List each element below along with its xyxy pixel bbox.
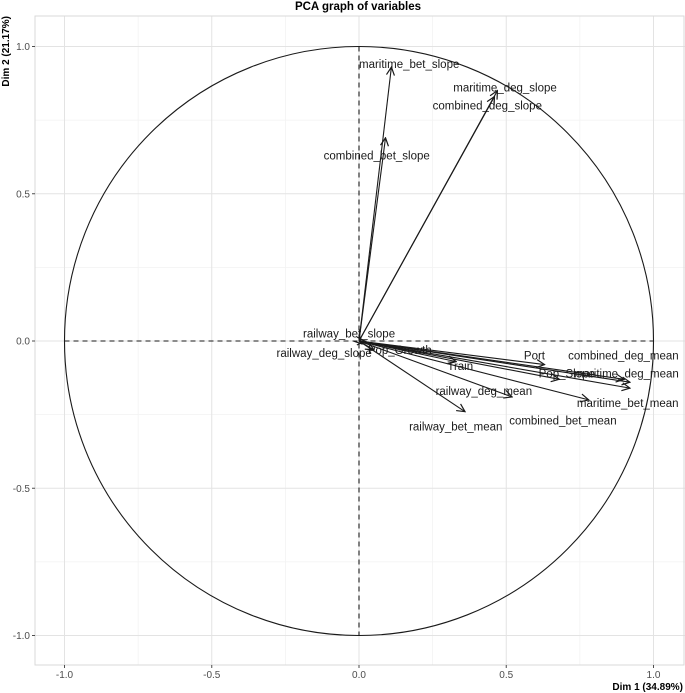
label-railway-bet-slope: railway_bet_slope	[303, 329, 395, 341]
label-maritime-deg-mean: maritime_deg_mean	[574, 368, 679, 380]
arrow-railway-deg-mean	[358, 340, 512, 397]
arrow-maritime-deg-mean	[358, 340, 630, 382]
arrow-maritime-bet-slope	[358, 67, 391, 342]
arrow-combined-bet-slope	[358, 138, 386, 342]
label-maritime-deg-slope: maritime_deg_slope	[453, 83, 557, 95]
x-tick-label: -0.5	[203, 670, 221, 681]
label-maritime-bet-mean: maritime_bet_mean	[577, 398, 679, 410]
axes: -1.0 -0.5 0.0 0.5 1.0 1.0 0.5 0.0 -0.5 -1.0	[13, 15, 685, 681]
x-tick-label: -1.0	[56, 670, 74, 681]
x-axis-title: Dim 1 (34.89%)	[612, 682, 683, 693]
arrow-maritime-bet-mean	[358, 340, 630, 388]
chart-title: PCA graph of variables	[295, 1, 421, 13]
x-tick-label: 0.5	[499, 670, 513, 681]
label-combined-deg-slope: combined_deg_slope	[433, 100, 542, 112]
label-train: Train	[447, 361, 473, 373]
label-combined-bet-slope: combined_bet_slope	[324, 150, 430, 162]
x-tick-label: 0.0	[352, 670, 366, 681]
y-tick-label: 0.5	[16, 189, 30, 200]
label-combined-deg-mean: combined_deg_mean	[568, 351, 679, 363]
label-maritime-bet-slope: maritime_bet_slope	[359, 59, 459, 71]
arrow-combined-bet-mean	[358, 340, 589, 400]
label-railway-deg-slope: railway_deg_slope	[277, 348, 372, 360]
y-tick-label: 1.0	[16, 42, 30, 53]
y-axis-title: Dim 2 (21.17%)	[1, 16, 12, 87]
label-railway-deg-mean: railway_deg_mean	[436, 386, 533, 398]
variable-labels: maritime_bet_slope maritime_deg_slopecomb…	[277, 59, 679, 433]
arrows	[359, 67, 630, 412]
arrow-railway-bet-mean	[358, 340, 465, 412]
y-tick-label: 0.0	[16, 337, 30, 348]
label-pop-slope: Pop_Slope	[539, 368, 595, 380]
label-port: Port	[524, 351, 546, 363]
x-tick-label: 1.0	[647, 670, 661, 681]
y-tick-label: -1.0	[13, 631, 31, 642]
label-combined-bet-mean: combined_bet_mean	[509, 416, 616, 428]
y-tick-label: -0.5	[13, 484, 31, 495]
arrow-combined-deg-slope	[358, 97, 494, 342]
label-pop-growth: Pop_Growth	[368, 345, 432, 357]
arrow-pop-slope	[358, 340, 559, 379]
label-railway-bet-mean: railway_bet_mean	[409, 421, 502, 433]
